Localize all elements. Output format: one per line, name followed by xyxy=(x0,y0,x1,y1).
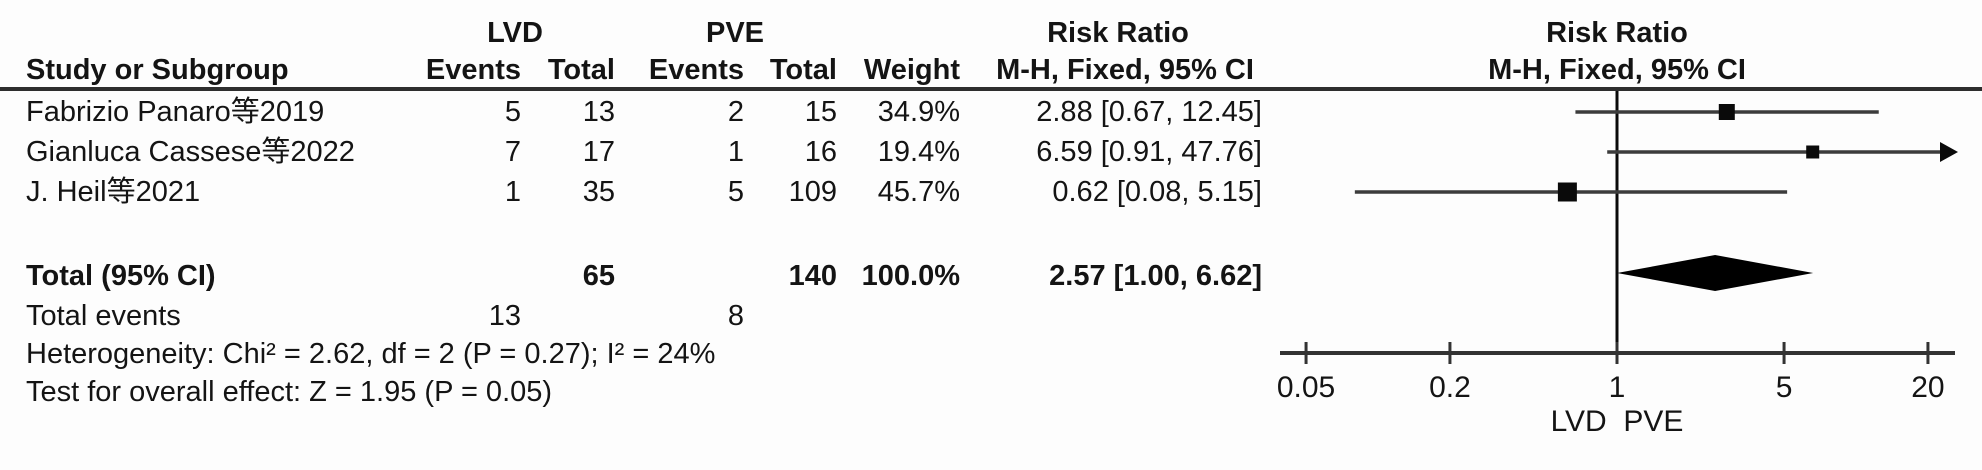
study-name: Gianluca Cassese等2022 xyxy=(26,136,355,168)
group1-header: LVD xyxy=(487,17,543,49)
x-tick-label: 0.2 xyxy=(1429,371,1471,404)
effect-square xyxy=(1806,145,1820,159)
col-total2-header: Total xyxy=(769,54,837,86)
overall-effect-text: Test for overall effect: Z = 1.95 (P = 0… xyxy=(26,376,553,408)
total2-value: 16 xyxy=(804,136,837,168)
weight-sum: 100.0% xyxy=(861,260,960,292)
effect-header-plot: Risk Ratio xyxy=(1546,17,1688,49)
total-events1: 13 xyxy=(488,300,521,332)
ci-value: 0.62 [0.08, 5.15] xyxy=(1052,176,1262,208)
effect-square xyxy=(1557,182,1577,202)
events2-value: 5 xyxy=(727,176,744,208)
col-study-header: Study or Subgroup xyxy=(26,54,289,86)
ci-value: 6.59 [0.91, 47.76] xyxy=(1036,136,1262,168)
study-name: J. Heil等2021 xyxy=(26,176,201,208)
total1-value: 13 xyxy=(582,96,615,128)
x-tick-label: 0.05 xyxy=(1276,371,1336,404)
x-tick-label: 20 xyxy=(1911,371,1945,404)
total-events2: 8 xyxy=(727,300,744,332)
favours-label: LVD PVE xyxy=(1550,405,1684,438)
col-ci-header: M-H, Fixed, 95% CI xyxy=(996,54,1254,86)
events1-value: 5 xyxy=(504,96,521,128)
col-total1-header: Total xyxy=(547,54,615,86)
header-divider xyxy=(0,87,1982,91)
ci-summary: 2.57 [1.00, 6.62] xyxy=(1049,260,1262,292)
total2-sum: 140 xyxy=(788,260,837,292)
events2-value: 1 xyxy=(727,136,744,168)
weight-value: 45.7% xyxy=(877,176,960,208)
group2-header: PVE xyxy=(705,17,765,49)
effect-square xyxy=(1718,104,1735,120)
total1-sum: 65 xyxy=(582,260,615,292)
effect-header-table: Risk Ratio xyxy=(1047,17,1189,49)
events2-value: 2 xyxy=(727,96,744,128)
ci-arrow-right xyxy=(1940,142,1958,162)
heterogeneity-text: Heterogeneity: Chi² = 2.62, df = 2 (P = … xyxy=(26,338,716,370)
weight-value: 19.4% xyxy=(877,136,960,168)
col-weight-header: Weight xyxy=(863,54,960,86)
total1-value: 35 xyxy=(582,176,615,208)
col-events2-header: Events xyxy=(648,54,744,86)
weight-value: 34.9% xyxy=(877,96,960,128)
total2-value: 15 xyxy=(804,96,837,128)
summary-diamond xyxy=(1617,255,1814,291)
study-name: Fabrizio Panaro等2019 xyxy=(26,96,325,128)
total-events-label: Total events xyxy=(26,300,181,332)
total2-value: 109 xyxy=(788,176,837,208)
events1-value: 1 xyxy=(504,176,521,208)
total1-value: 17 xyxy=(582,136,615,168)
x-tick-label: 5 xyxy=(1775,371,1793,404)
x-tick-label: 1 xyxy=(1608,371,1626,404)
col-ci-plot-header: M-H, Fixed, 95% CI xyxy=(1488,54,1746,86)
col-events1-header: Events xyxy=(425,54,521,86)
events1-value: 7 xyxy=(504,136,521,168)
total-label: Total (95% CI) xyxy=(26,260,216,292)
ci-value: 2.88 [0.67, 12.45] xyxy=(1036,96,1262,128)
